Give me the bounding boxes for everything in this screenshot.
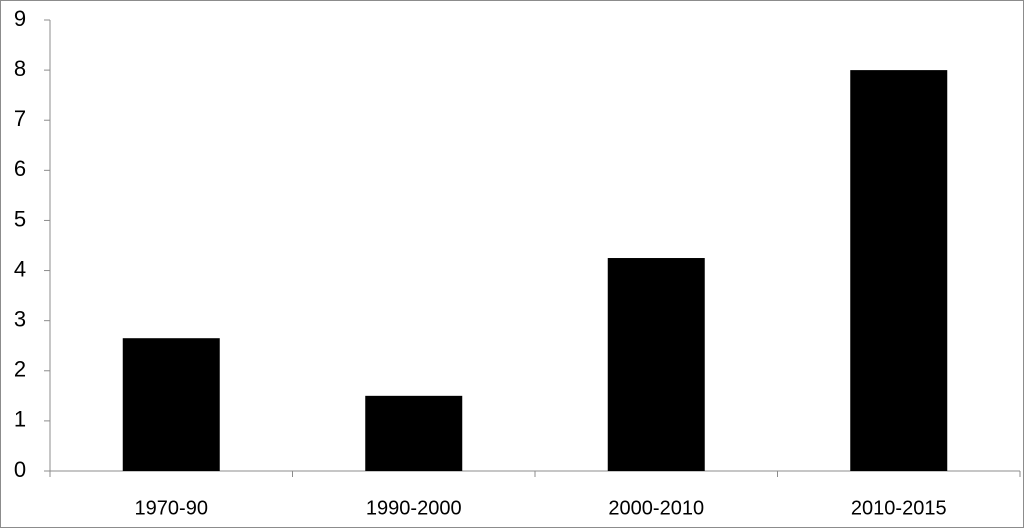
x-tick-label: 2010-2015 — [851, 497, 947, 519]
y-tick-label: 6 — [14, 156, 26, 181]
bar — [122, 338, 220, 471]
bar — [365, 395, 463, 471]
y-tick-label: 4 — [14, 256, 26, 281]
y-tick-label: 8 — [14, 56, 26, 81]
y-tick-label: 3 — [14, 306, 26, 331]
y-tick-label: 1 — [14, 407, 26, 432]
y-tick-label: 5 — [14, 206, 26, 231]
y-tick-label: 0 — [14, 457, 26, 482]
y-tick-label: 9 — [14, 6, 26, 31]
x-tick-label: 1990-2000 — [366, 497, 462, 519]
x-tick-label: 2000-2010 — [608, 497, 704, 519]
bar — [850, 70, 948, 471]
y-tick-label: 2 — [14, 357, 26, 382]
bar — [607, 258, 705, 471]
x-tick-label: 1970-90 — [135, 497, 208, 519]
y-tick-label: 7 — [14, 106, 26, 131]
